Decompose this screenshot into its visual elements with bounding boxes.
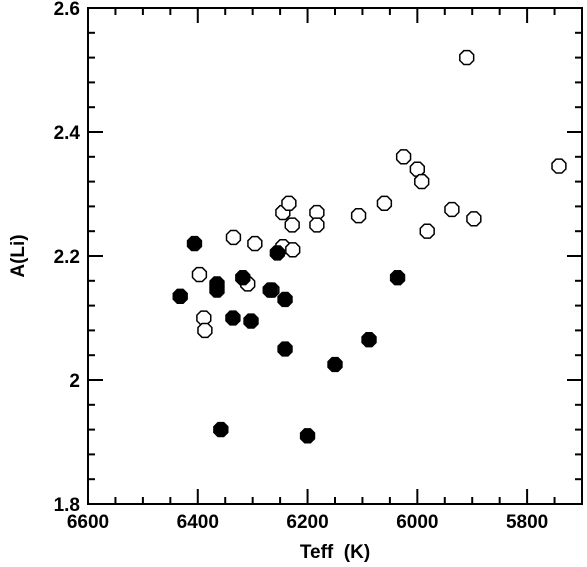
labels-layer: 6600 6400 6200 6000 5800 1.8 2 2.2 2.4 2.6 (54, 0, 549, 533)
data-point-open (376, 195, 393, 211)
data-point-open (419, 223, 435, 239)
ticks-layer (87, 7, 583, 505)
data-point-filled (327, 356, 343, 373)
y-tick-label: 2 (69, 371, 80, 392)
data-point-filled (213, 421, 229, 438)
data-point-open (225, 229, 242, 246)
data-point-filled (389, 270, 406, 286)
data-point-filled (209, 282, 225, 298)
data-point-open (191, 266, 208, 283)
data-point-open (395, 149, 412, 165)
data-point-filled (235, 270, 251, 286)
x-tick-label: 5800 (506, 512, 548, 533)
data-point-open (350, 208, 367, 224)
y-tick-label: 2.4 (54, 123, 81, 144)
data-point-open (466, 211, 482, 227)
data-point-open (247, 235, 263, 252)
data-point-open (197, 322, 213, 339)
y-tick-label: 2.2 (54, 247, 80, 268)
data-point-filled (172, 288, 188, 304)
data-point-open (459, 49, 475, 66)
x-tick-label: 6400 (177, 512, 219, 533)
data-point-filled (243, 313, 259, 329)
y-tick-label: 1.8 (54, 495, 80, 516)
data-point-filled (277, 341, 293, 357)
plot-frame (87, 7, 583, 505)
data-point-filled (225, 310, 241, 326)
data-point-open (444, 201, 460, 218)
data-point-filled (299, 428, 316, 444)
data-point-filled (262, 282, 278, 298)
data-point-open (551, 158, 567, 174)
data-point-open (285, 242, 301, 258)
data-point-filled (361, 332, 377, 348)
x-tick-label: 6200 (286, 512, 328, 533)
x-tick-label: 6600 (67, 512, 109, 533)
x-tick-label: 6000 (396, 512, 438, 533)
y-tick-label: 2.6 (54, 0, 80, 20)
data-point-open (281, 195, 297, 211)
data-point-filled (269, 245, 286, 261)
data-point-filled (277, 291, 293, 308)
data-point-filled (186, 235, 203, 252)
x-axis-label: Teff (K) (300, 542, 370, 563)
points-layer (172, 49, 567, 444)
data-point-open (309, 217, 325, 233)
data-point-open (284, 217, 300, 233)
data-point-open (414, 173, 430, 190)
y-axis-label: A(Li) (8, 234, 29, 277)
